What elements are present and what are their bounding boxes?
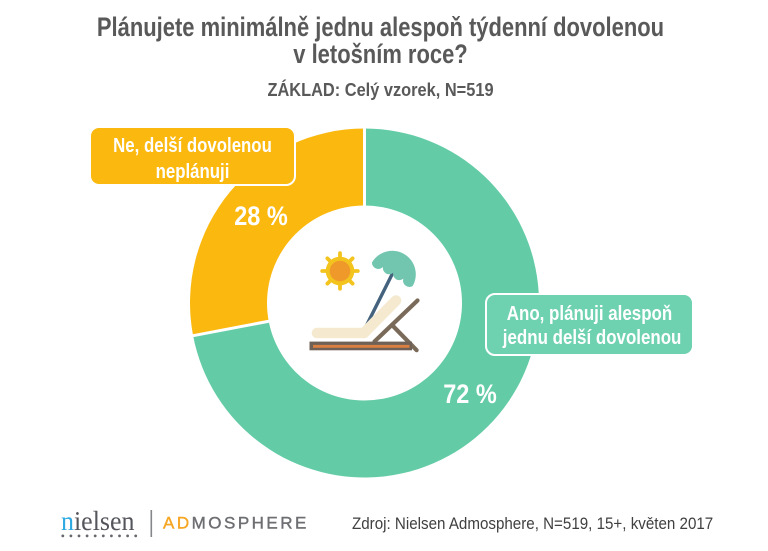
svg-text:ADMOSPHERE: ADMOSPHERE [163, 514, 309, 533]
svg-text:nielsen: nielsen [61, 506, 135, 536]
